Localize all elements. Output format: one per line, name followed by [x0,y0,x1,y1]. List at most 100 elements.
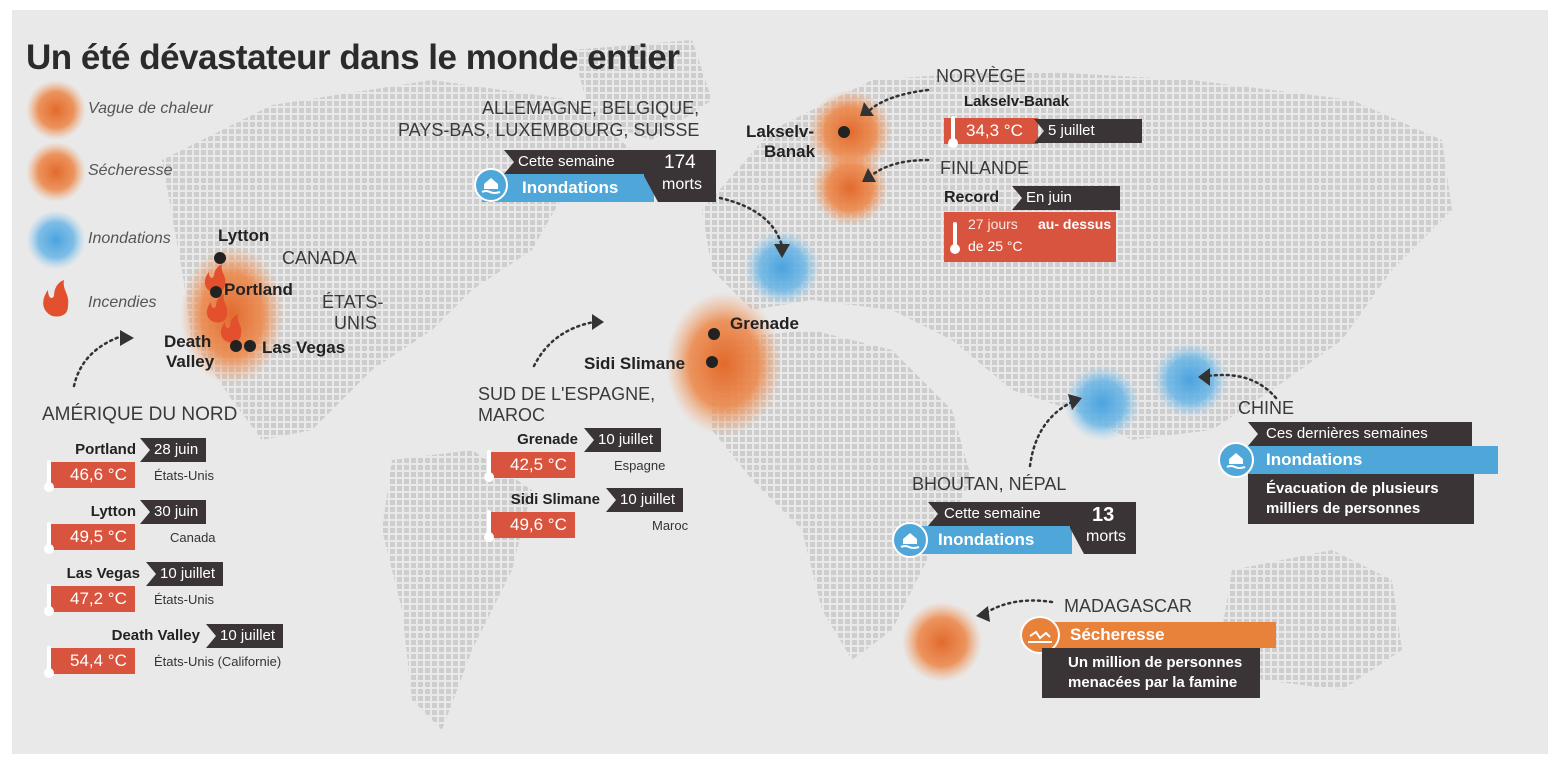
norway-temp: 34,3 °C [944,118,1038,144]
arrow-norway [868,88,930,112]
arrow-finland [870,158,930,177]
bhutan-deaths-box: 13 morts [1070,502,1136,554]
madagascar-type: Sécheresse [1048,622,1276,648]
sidi-marker [706,356,718,368]
canada-label: CANADA [282,248,358,268]
fire-icons [43,264,242,343]
record-date: 10 juillet [146,562,224,586]
legend-heat-label: Vague de chaleur [88,100,213,117]
thermometer-icon [42,458,56,494]
finland-header: FINLANDE [940,158,1030,178]
madagascar-note-box: Un million de personnes menacées par la … [1042,648,1260,698]
lakselv-label-1: Lakselv- [746,122,815,141]
thermometer-icon [42,520,56,556]
europe-flood-period: Cette semaine [504,150,658,174]
arrow-bhutan [1028,400,1074,468]
flood-blob-europe [744,230,820,306]
bhutan-count: 13 [1092,504,1115,526]
madagascar-note-1: Un million de personnes [1068,654,1243,671]
record-country: États-Unis [154,468,214,483]
grenade-label: Grenade [730,314,799,333]
lakselv-marker [838,126,850,138]
china-header: CHINE [1238,398,1295,418]
record-city: Portland [75,441,136,458]
heat-blobs [26,80,1228,682]
norway-date: 5 juillet [1034,119,1142,143]
arrowhead-north-america [120,330,134,346]
heatwave-blob-norway [808,90,892,174]
record-country: États-Unis [154,592,214,607]
fire-icon-3 [220,314,242,343]
record-country: Canada [170,530,216,545]
arrow-europe-flood [718,196,784,248]
arrowhead-finland [862,168,876,182]
record-country: Maroc [652,518,689,533]
pointer-arrows [72,88,1278,616]
record-city: Grenade [517,431,578,448]
china-type: Inondations [1228,446,1498,474]
record-date: 10 juillet [606,488,684,512]
arrowhead-norway [860,102,874,116]
record-date: 10 juillet [206,624,284,648]
finland-thermometer-icon [950,222,960,254]
legend-fire-label: Incendies [88,294,157,311]
death-valley-label-2: Valley [166,352,215,371]
flood-blob-nepal [1064,365,1140,441]
china-flood-house-icon [1218,442,1254,478]
record-temperature: 47,2 °C [48,586,135,612]
page-title: Un été dévastateur dans le monde entier [26,38,680,77]
finland-text-3: de 25 °C [968,238,1023,254]
europe-flood-header-1: ALLEMAGNE, BELGIQUE, [482,98,700,118]
arrow-china [1206,373,1278,400]
thermometer-icon [42,582,56,618]
norway-city: Lakselv-Banak [964,93,1070,110]
legend-flood-swatch [26,210,86,270]
arrow-north-america [72,334,124,388]
greenland-shape [572,40,712,140]
bhutan-type: Inondations [908,526,1072,554]
arrowhead-china [1198,368,1210,386]
spain-header-1: SUD DE L'ESPAGNE, [478,384,656,404]
bhutan-period: Cette semaine [928,502,1072,526]
record-temperature: 54,4 °C [48,648,135,674]
record-city: Sidi Slimane [510,491,600,508]
portland-label: Portland [224,280,293,299]
arrowhead-bhutan [1068,394,1082,410]
las-vegas-label: Las Vegas [262,338,346,357]
lytton-label: Lytton [218,226,270,245]
arrow-madagascar [982,599,1054,616]
arrow-heads [120,102,1210,622]
north-america-header: AMÉRIQUE DU NORD [42,404,238,425]
madagascar-note-2: menacées par la famine [1068,674,1238,691]
arrow-spain [532,320,596,368]
lytton-marker [214,252,226,264]
record-country: Espagne [614,458,666,473]
record-city: Lytton [90,503,136,520]
record-temperature: 49,6 °C [488,512,575,538]
portland-marker [210,286,222,298]
europe-flood-type: Inondations [482,174,654,202]
spain-header-2: MAROC [478,405,545,425]
record-date: 28 juin [140,438,207,462]
record-city: Death Valley [111,627,200,644]
thermometer-icon [42,644,56,680]
thermometer-icon [482,448,496,484]
heatwave-blob-spain [666,292,782,436]
africa-shape [712,330,972,660]
finland-text-2: au- dessus [1038,216,1112,232]
cracked-earth-icon [1020,616,1060,654]
bhutan-unit: morts [1086,528,1126,545]
record-temperature: 42,5 °C [488,452,575,478]
south-america-shape [382,450,532,730]
fire-icon-1 [204,264,226,293]
map-infographic: Un été dévastateur dans le monde entier … [12,10,1548,754]
record-temperature: 46,6 °C [48,462,135,488]
arrowhead-europe-flood [774,244,790,258]
arrowhead-spain [592,314,604,330]
flood-blob-china [1152,342,1228,418]
europe-flood-header-2: PAYS-BAS, LUXEMBOURG, SUISSE [398,120,700,140]
norway-header: NORVÈGE [936,66,1026,86]
finland-date: En juin [1012,186,1120,210]
china-note-box: Évacuation de plusieurs milliers de pers… [1248,474,1474,524]
finland-label: Record [944,189,1000,206]
